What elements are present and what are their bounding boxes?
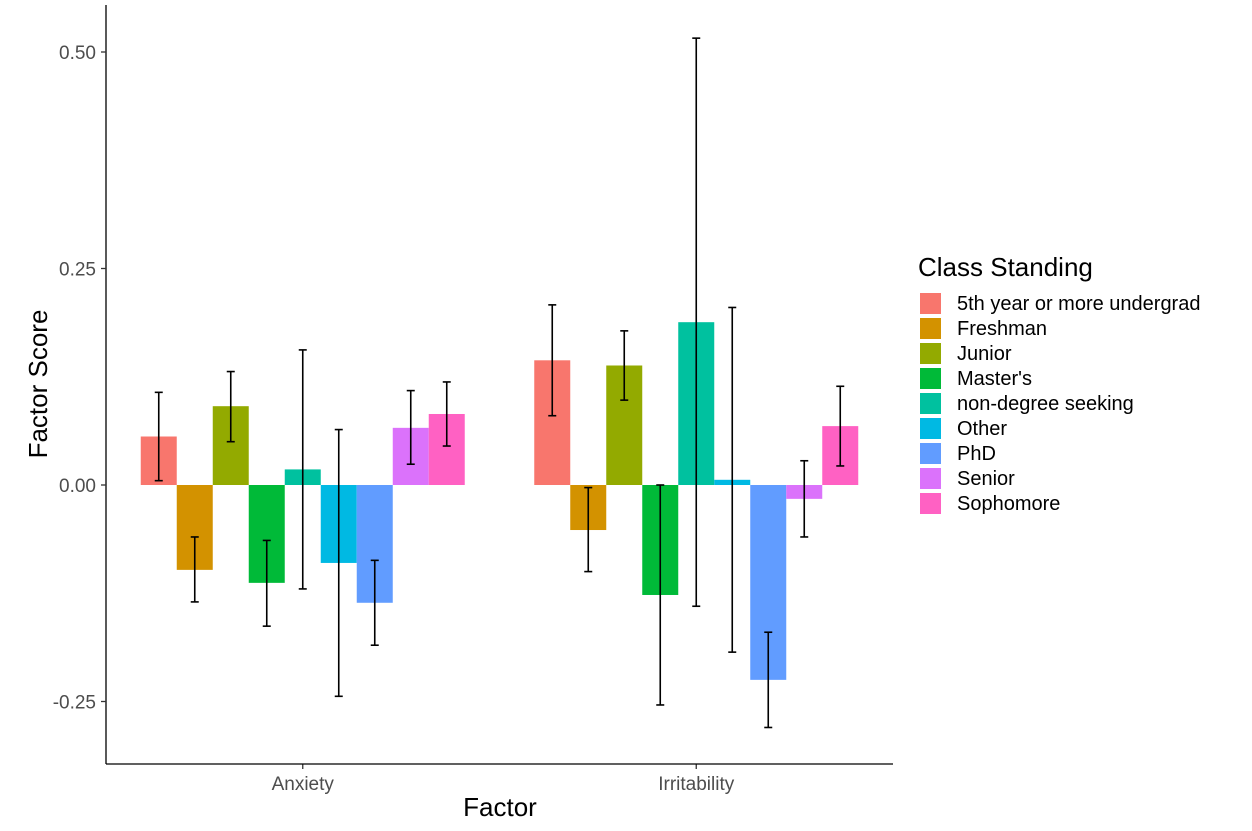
x-tick-label: Anxiety bbox=[272, 774, 335, 795]
legend-label: Junior bbox=[957, 343, 1012, 365]
legend-label: Senior bbox=[957, 468, 1015, 490]
error-bar-anxiety-6 bbox=[370, 559, 379, 647]
legend-label: Freshman bbox=[957, 318, 1047, 340]
error-bar-anxiety-2 bbox=[226, 370, 235, 443]
legend-item: Sophomore bbox=[920, 493, 1060, 515]
error-bar-anxiety-1 bbox=[190, 536, 199, 603]
legend-label: non-degree seeking bbox=[957, 393, 1134, 415]
error-bar-irritability-5 bbox=[728, 306, 737, 653]
legend-item: Senior bbox=[920, 468, 1015, 490]
legend-title: Class Standing bbox=[918, 252, 1093, 282]
tick-labels-layer: Anxiety Irritability -0.25 0.00 0.25 0.50 bbox=[53, 43, 735, 795]
legend-label: Other bbox=[957, 418, 1007, 440]
legend-swatch bbox=[920, 368, 941, 389]
error-bar-irritability-6 bbox=[764, 631, 773, 729]
legend-swatch bbox=[920, 493, 941, 514]
error-bar-anxiety-7 bbox=[406, 389, 415, 466]
legend-item: Master's bbox=[920, 368, 1032, 390]
y-tick-label: 0.50 bbox=[59, 43, 96, 64]
y-tick-label: -0.25 bbox=[53, 693, 96, 714]
error-bar-irritability-8 bbox=[836, 385, 845, 467]
axes-layer bbox=[101, 5, 893, 769]
legend-label: Master's bbox=[957, 368, 1032, 390]
bars-layer bbox=[140, 322, 859, 680]
legend-swatch bbox=[920, 418, 941, 439]
legend-swatch bbox=[920, 293, 941, 314]
y-axis-title: Factor Score bbox=[23, 310, 53, 459]
legend-item: non-degree seeking bbox=[920, 393, 1134, 415]
error-bar-anxiety-5 bbox=[334, 428, 343, 698]
legend-label: 5th year or more undergrad bbox=[957, 293, 1200, 315]
legend-swatch bbox=[920, 318, 941, 339]
legend-swatch bbox=[920, 468, 941, 489]
error-bar-anxiety-4 bbox=[298, 349, 307, 590]
legend-item: Other bbox=[920, 418, 1007, 440]
error-bar-irritability-2 bbox=[620, 330, 629, 401]
error-bar-irritability-7 bbox=[800, 459, 809, 538]
y-tick-label: 0.00 bbox=[59, 476, 96, 497]
legend-swatch bbox=[920, 393, 941, 414]
legend: Class Standing 5th year or more undergra… bbox=[918, 252, 1200, 515]
legend-swatch bbox=[920, 443, 941, 464]
error-bar-anxiety-8 bbox=[442, 381, 451, 447]
x-axis-title: Factor bbox=[463, 792, 537, 822]
legend-item: 5th year or more undergrad bbox=[920, 293, 1200, 315]
error-bar-anxiety-3 bbox=[262, 539, 271, 627]
legend-swatch bbox=[920, 343, 941, 364]
legend-item: PhD bbox=[920, 443, 996, 465]
legend-label: Sophomore bbox=[957, 493, 1060, 515]
legend-item: Freshman bbox=[920, 318, 1047, 340]
legend-label: PhD bbox=[957, 443, 996, 465]
error-bar-irritability-3 bbox=[656, 484, 665, 706]
y-tick-label: 0.25 bbox=[59, 260, 96, 281]
legend-item: Junior bbox=[920, 343, 1012, 365]
error-bar-irritability-0 bbox=[548, 304, 557, 417]
error-bar-irritability-1 bbox=[584, 486, 593, 573]
error-bars-layer bbox=[154, 37, 845, 729]
x-tick-label: Irritability bbox=[658, 774, 735, 795]
error-bar-irritability-4 bbox=[692, 37, 701, 608]
error-bar-anxiety-0 bbox=[154, 391, 163, 482]
